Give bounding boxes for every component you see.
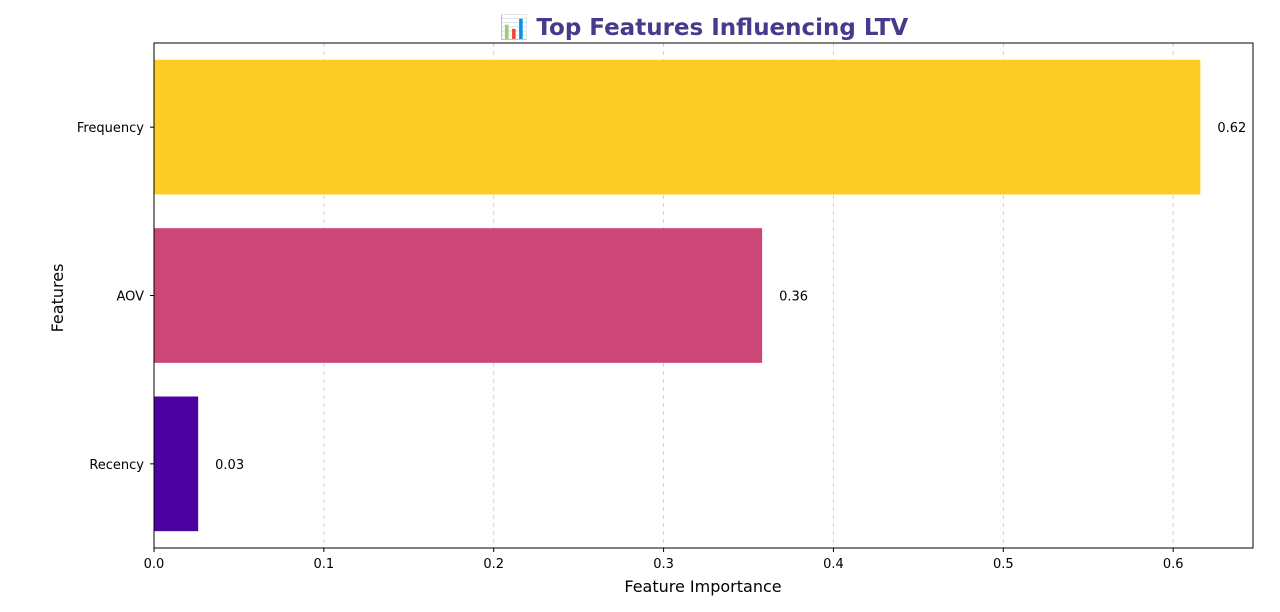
x-tick-label: 0.6	[1163, 557, 1184, 572]
y-tick-label: Frequency	[77, 121, 144, 136]
data-label: 0.62	[1217, 121, 1246, 136]
x-tick-label: 0.3	[653, 557, 674, 572]
bar-recency	[154, 396, 199, 532]
y-axis-label: Features	[48, 264, 67, 333]
bar-aov	[154, 228, 763, 363]
y-tick-label: Recency	[89, 458, 144, 473]
bar-frequency	[154, 59, 1201, 195]
x-tick-label: 0.5	[993, 557, 1014, 572]
bars	[154, 59, 1201, 532]
x-tick-label: 0.4	[823, 557, 844, 572]
x-tick-label: 0.2	[483, 557, 504, 572]
y-axis-ticks: Frequency AOV Recency	[77, 121, 154, 473]
x-axis-label: Feature Importance	[624, 577, 781, 596]
x-tick-label: 0.1	[314, 557, 335, 572]
x-axis-ticks: 0.0 0.1 0.2 0.3 0.4 0.5 0.6	[144, 548, 1184, 572]
data-label: 0.03	[215, 458, 244, 473]
y-tick-label: AOV	[116, 290, 144, 305]
data-labels: 0.62 0.36 0.03	[215, 121, 1246, 473]
data-label: 0.36	[779, 290, 808, 305]
chart-title: 📊 Top Features Influencing LTV	[500, 14, 909, 41]
x-tick-label: 0.0	[144, 557, 165, 572]
